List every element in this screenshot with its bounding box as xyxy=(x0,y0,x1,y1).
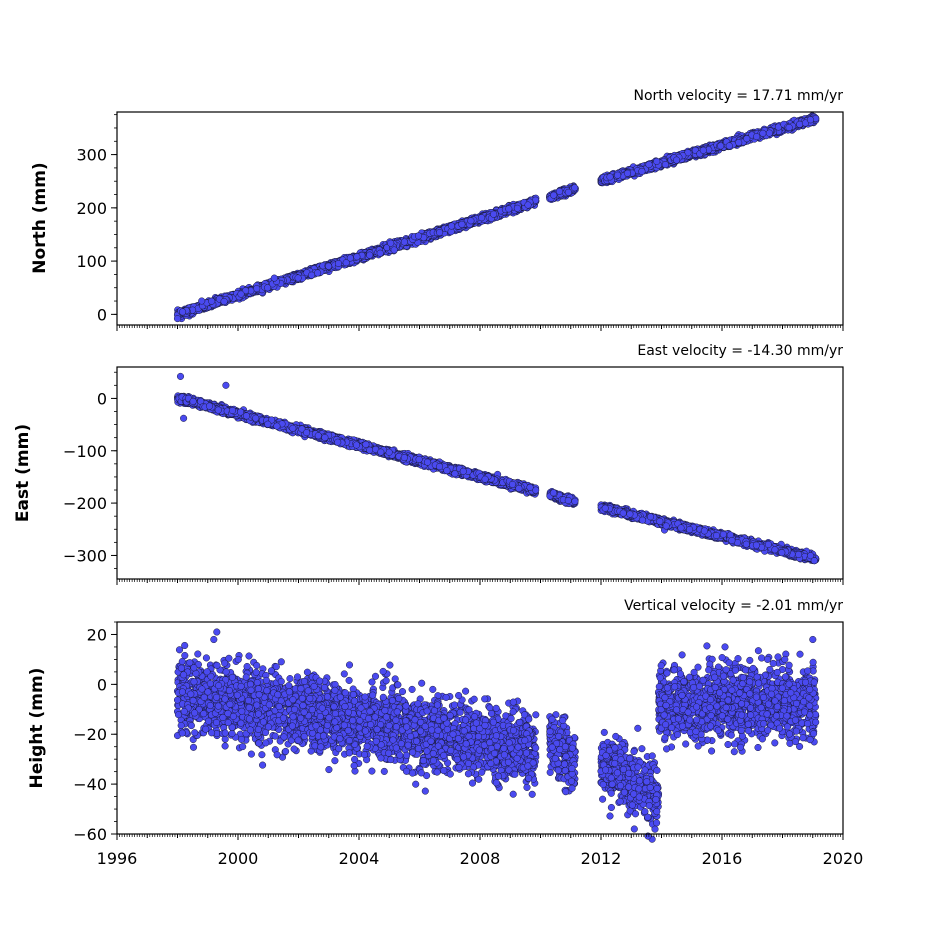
data-point xyxy=(571,184,579,192)
data-point xyxy=(564,188,572,196)
data-point xyxy=(220,297,228,306)
data-point xyxy=(376,249,384,257)
data-point xyxy=(447,222,456,230)
data-point xyxy=(436,228,444,237)
data-point xyxy=(179,308,187,316)
data-point xyxy=(400,238,408,246)
data-point xyxy=(555,187,564,195)
data-point xyxy=(490,210,498,218)
data-point xyxy=(366,251,374,259)
data-point xyxy=(353,253,361,261)
data-point xyxy=(387,239,395,247)
data-point xyxy=(294,274,302,282)
data-point xyxy=(458,220,466,228)
data-point xyxy=(524,201,532,209)
north-panel: North velocity = 17.71 mm/yr North (mm) … xyxy=(30,88,844,331)
data-points xyxy=(173,112,820,323)
data-point xyxy=(478,214,486,222)
data-point xyxy=(334,259,343,268)
data-point xyxy=(414,232,423,240)
data-point xyxy=(467,217,475,225)
data-point xyxy=(314,269,322,277)
data-point xyxy=(505,205,513,213)
data-point xyxy=(308,271,316,279)
data-point xyxy=(550,191,558,199)
data-point xyxy=(325,262,333,270)
north-velocity-title: North velocity = 17.71 mm/yr xyxy=(633,88,843,104)
data-point xyxy=(390,246,398,254)
data-point xyxy=(264,284,272,292)
data-point xyxy=(253,285,261,293)
data-point xyxy=(208,297,216,305)
north-y-axis-label: North (mm) xyxy=(30,162,50,273)
data-point xyxy=(346,254,354,262)
data-point xyxy=(513,204,521,212)
